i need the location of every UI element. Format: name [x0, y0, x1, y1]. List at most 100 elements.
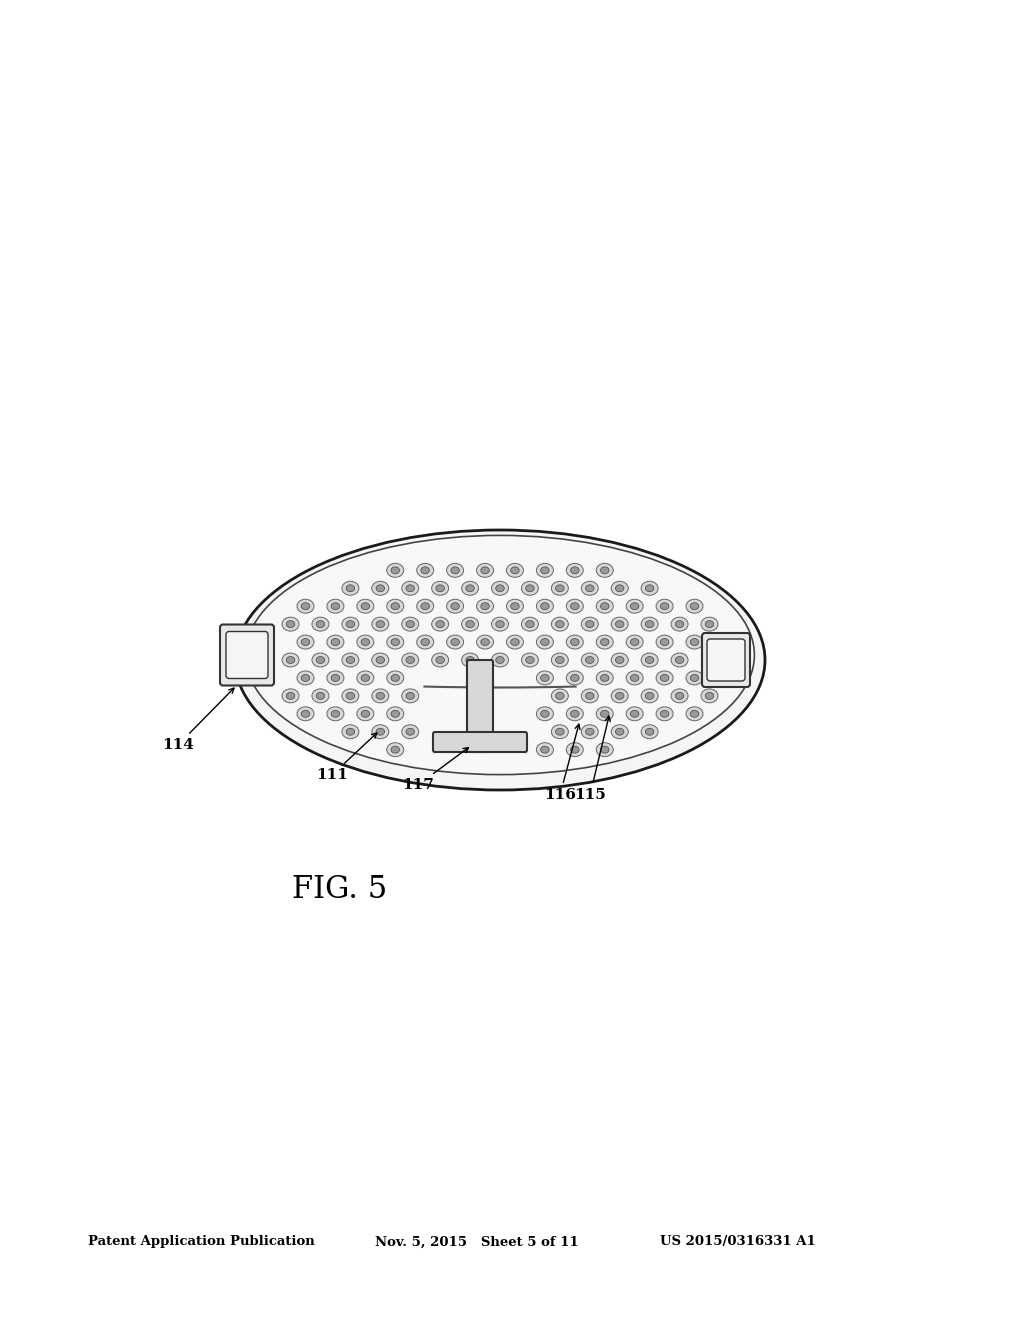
FancyBboxPatch shape — [226, 631, 268, 678]
Ellipse shape — [401, 689, 419, 702]
Ellipse shape — [556, 585, 564, 591]
Ellipse shape — [626, 599, 643, 614]
Ellipse shape — [376, 585, 385, 591]
Ellipse shape — [312, 618, 329, 631]
Ellipse shape — [436, 656, 444, 664]
Text: 111: 111 — [316, 733, 377, 781]
Ellipse shape — [391, 710, 399, 717]
Ellipse shape — [297, 706, 314, 721]
Ellipse shape — [432, 653, 449, 667]
Ellipse shape — [556, 656, 564, 664]
Ellipse shape — [387, 564, 403, 577]
Ellipse shape — [361, 639, 370, 645]
Ellipse shape — [551, 618, 568, 631]
Ellipse shape — [641, 581, 658, 595]
Ellipse shape — [406, 656, 415, 664]
Ellipse shape — [406, 585, 415, 591]
Ellipse shape — [496, 585, 504, 591]
Ellipse shape — [600, 603, 609, 610]
Ellipse shape — [566, 564, 584, 577]
Ellipse shape — [656, 599, 673, 614]
Ellipse shape — [551, 581, 568, 595]
Ellipse shape — [626, 671, 643, 685]
Ellipse shape — [615, 656, 624, 664]
Ellipse shape — [631, 603, 639, 610]
Ellipse shape — [600, 566, 609, 574]
Ellipse shape — [312, 689, 329, 702]
Ellipse shape — [656, 671, 673, 685]
Ellipse shape — [645, 620, 654, 627]
Ellipse shape — [686, 599, 703, 614]
Ellipse shape — [391, 566, 399, 574]
Ellipse shape — [521, 653, 539, 667]
Ellipse shape — [297, 635, 314, 649]
Ellipse shape — [690, 710, 698, 717]
Ellipse shape — [521, 581, 539, 595]
Ellipse shape — [690, 675, 698, 681]
Text: 116: 116 — [544, 725, 580, 803]
Ellipse shape — [466, 585, 474, 591]
Ellipse shape — [556, 620, 564, 627]
Ellipse shape — [246, 536, 755, 775]
Ellipse shape — [586, 656, 594, 664]
Ellipse shape — [611, 581, 628, 595]
Ellipse shape — [301, 675, 309, 681]
Ellipse shape — [372, 653, 389, 667]
Ellipse shape — [641, 689, 658, 702]
Ellipse shape — [675, 656, 684, 664]
Ellipse shape — [671, 618, 688, 631]
Ellipse shape — [586, 729, 594, 735]
Ellipse shape — [600, 746, 609, 754]
Ellipse shape — [327, 599, 344, 614]
Ellipse shape — [660, 639, 669, 645]
Ellipse shape — [631, 675, 639, 681]
Text: US 2015/0316331 A1: US 2015/0316331 A1 — [660, 1236, 816, 1249]
Ellipse shape — [541, 710, 549, 717]
Ellipse shape — [582, 725, 598, 739]
Ellipse shape — [316, 693, 325, 700]
Ellipse shape — [376, 693, 385, 700]
Ellipse shape — [596, 743, 613, 756]
Ellipse shape — [372, 581, 389, 595]
Ellipse shape — [401, 653, 419, 667]
FancyBboxPatch shape — [707, 639, 745, 681]
Ellipse shape — [342, 725, 358, 739]
Ellipse shape — [675, 620, 684, 627]
Ellipse shape — [361, 603, 370, 610]
Ellipse shape — [391, 639, 399, 645]
Ellipse shape — [387, 671, 403, 685]
Ellipse shape — [287, 620, 295, 627]
Ellipse shape — [507, 635, 523, 649]
Text: 117: 117 — [402, 747, 469, 792]
Ellipse shape — [686, 635, 703, 649]
Ellipse shape — [466, 620, 474, 627]
Ellipse shape — [331, 639, 340, 645]
Ellipse shape — [671, 653, 688, 667]
Ellipse shape — [492, 581, 509, 595]
Ellipse shape — [537, 564, 553, 577]
Ellipse shape — [525, 585, 535, 591]
Ellipse shape — [551, 653, 568, 667]
Ellipse shape — [387, 599, 403, 614]
Ellipse shape — [476, 564, 494, 577]
Ellipse shape — [566, 599, 584, 614]
Ellipse shape — [342, 618, 358, 631]
Ellipse shape — [600, 639, 609, 645]
Ellipse shape — [446, 635, 464, 649]
FancyBboxPatch shape — [433, 733, 527, 752]
Ellipse shape — [566, 743, 584, 756]
Ellipse shape — [596, 671, 613, 685]
Ellipse shape — [570, 603, 579, 610]
Ellipse shape — [570, 566, 579, 574]
Ellipse shape — [391, 746, 399, 754]
Ellipse shape — [421, 566, 429, 574]
Ellipse shape — [346, 729, 354, 735]
Ellipse shape — [537, 635, 553, 649]
Ellipse shape — [615, 693, 624, 700]
Ellipse shape — [462, 618, 478, 631]
Ellipse shape — [660, 710, 669, 717]
Ellipse shape — [596, 564, 613, 577]
Ellipse shape — [327, 635, 344, 649]
Ellipse shape — [297, 671, 314, 685]
Text: Nov. 5, 2015   Sheet 5 of 11: Nov. 5, 2015 Sheet 5 of 11 — [375, 1236, 579, 1249]
